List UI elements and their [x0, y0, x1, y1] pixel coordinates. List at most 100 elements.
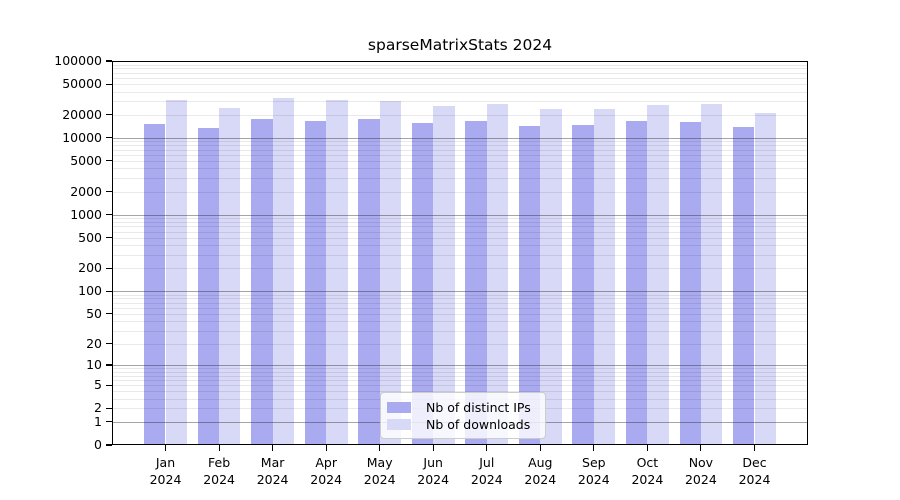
y-tick-5000 — [106, 160, 112, 162]
gridline-minor — [112, 91, 808, 93]
gridline-minor — [112, 231, 808, 233]
bar-feb-downloads — [219, 107, 241, 445]
y-tick-200 — [106, 267, 112, 269]
y-label-1000: 1000 — [70, 206, 102, 222]
gridline-minor — [112, 145, 808, 147]
bar-dec-downloads — [754, 113, 776, 445]
gridline-minor — [112, 101, 808, 103]
gridline-major — [112, 365, 808, 366]
gridline-major — [112, 214, 808, 216]
x-tick-sep — [593, 445, 595, 451]
y-label-50: 50 — [86, 305, 102, 321]
bar-sep-distinct-ips — [572, 125, 594, 445]
x-label-may: May 2024 — [363, 455, 396, 487]
y-tick-50 — [106, 313, 112, 315]
bar-feb-distinct-ips — [197, 127, 220, 445]
bar-mar-downloads — [272, 97, 294, 445]
bar-oct-downloads — [647, 105, 669, 445]
y-tick-20 — [106, 342, 112, 345]
gridline-minor — [112, 177, 808, 179]
y-tick-100000 — [106, 60, 112, 62]
y-label-2: 2 — [94, 400, 102, 416]
bar-jun-downloads — [433, 106, 455, 445]
x-tick-apr — [325, 445, 327, 451]
y-tick-20000 — [106, 114, 112, 116]
bar-may-distinct-ips — [358, 118, 380, 445]
gridline-minor — [112, 343, 808, 345]
y-label-50000: 50000 — [62, 76, 102, 92]
bar-jan-downloads — [165, 99, 187, 445]
legend-swatch-distinct-ips — [387, 401, 411, 413]
y-tick-500 — [106, 237, 112, 239]
gridline-minor — [112, 385, 808, 387]
gridline-minor — [112, 218, 808, 220]
gridline-minor — [112, 298, 808, 300]
y-label-500: 500 — [78, 229, 102, 245]
gridline-minor — [112, 64, 808, 66]
gridline-minor — [112, 141, 808, 143]
y-tick-1 — [106, 421, 112, 423]
gridline-minor — [112, 114, 808, 116]
gridline-minor — [112, 330, 808, 332]
x-label-jun: Jun 2024 — [417, 455, 450, 487]
bar-jul-distinct-ips — [465, 120, 487, 445]
legend-item-downloads: Nb of downloads — [387, 416, 537, 432]
bar-mar-distinct-ips — [251, 118, 273, 445]
gridline-minor — [112, 154, 808, 156]
gridline-minor — [112, 313, 808, 315]
gridline-minor — [112, 226, 808, 228]
bar-dec-distinct-ips — [733, 127, 755, 445]
gridline-minor — [112, 168, 808, 170]
gridline-minor — [112, 222, 808, 223]
x-label-nov: Nov 2024 — [684, 455, 717, 487]
gridline-minor — [112, 307, 808, 309]
bar-apr-distinct-ips — [304, 120, 327, 445]
bar-aug-distinct-ips — [518, 126, 541, 445]
legend: Nb of distinct IPs Nb of downloads — [380, 392, 546, 439]
gridline-minor — [112, 78, 808, 79]
gridline-minor — [112, 391, 808, 393]
chart-title: sparseMatrixStats 2024 — [367, 36, 553, 54]
x-tick-jun — [432, 445, 434, 451]
bar-jan-distinct-ips — [144, 123, 166, 445]
x-tick-jul — [486, 445, 488, 451]
gridline-minor — [112, 368, 808, 370]
y-label-100: 100 — [78, 283, 102, 299]
gridline-minor — [112, 302, 808, 304]
gridline-major — [112, 291, 808, 293]
y-tick-50000 — [106, 83, 112, 85]
x-tick-oct — [646, 445, 648, 451]
gridline-minor — [112, 72, 808, 74]
y-tick-10 — [106, 364, 112, 366]
gridline-minor — [112, 84, 808, 86]
bar-jul-downloads — [486, 104, 509, 445]
x-label-sep: Sep 2024 — [577, 455, 610, 487]
x-tick-dec — [753, 445, 756, 451]
x-label-aug: Aug 2024 — [524, 455, 557, 487]
gridline-minor — [112, 245, 808, 247]
x-tick-feb — [218, 445, 220, 451]
gridline-minor — [112, 321, 808, 323]
x-tick-aug — [539, 445, 541, 451]
x-tick-mar — [272, 445, 274, 451]
bar-may-downloads — [379, 100, 402, 445]
bar-aug-downloads — [540, 109, 562, 445]
plot-panel: Nb of distinct IPs Nb of downloads Jan 20… — [54, 54, 808, 487]
y-label-200: 200 — [78, 260, 102, 276]
gridline-minor — [112, 371, 808, 373]
x-label-jul: Jul 2024 — [470, 455, 503, 487]
x-label-apr: Apr 2024 — [310, 455, 343, 487]
x-tick-jan — [164, 445, 167, 451]
y-tick-2000 — [106, 190, 112, 193]
y-label-100000: 100000 — [54, 53, 102, 68]
y-label-20: 20 — [86, 335, 102, 351]
x-tick-nov — [700, 445, 702, 451]
x-label-mar: Mar 2024 — [256, 455, 289, 487]
bar-nov-downloads — [700, 104, 723, 445]
gridline-minor — [112, 375, 808, 377]
y-label-10: 10 — [86, 357, 102, 372]
x-tick-may — [379, 445, 381, 451]
x-label-jan: Jan 2024 — [149, 455, 182, 487]
y-tick-2 — [106, 407, 112, 409]
